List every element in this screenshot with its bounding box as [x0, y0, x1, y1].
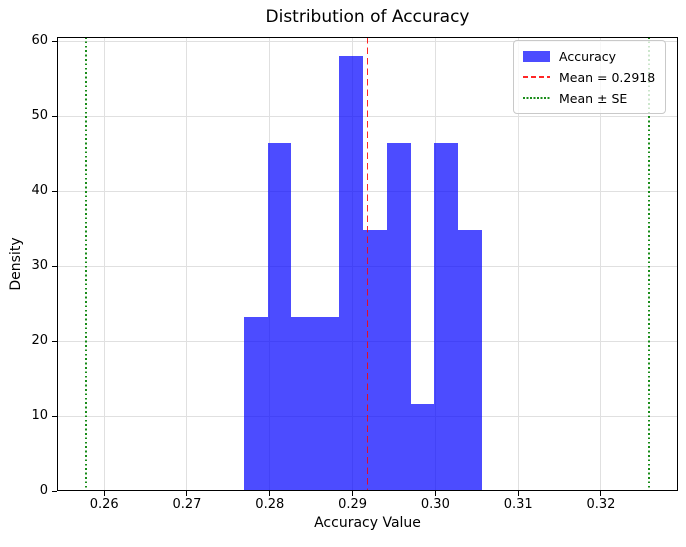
- histogram-bar: [291, 317, 316, 490]
- gridline-vertical: [600, 37, 602, 491]
- y-tick-label: 50: [31, 108, 48, 124]
- mean-line: [366, 37, 369, 491]
- se-line-lower: [85, 37, 87, 491]
- x-tick-label: 0.31: [503, 497, 533, 512]
- histogram-bar: [244, 317, 269, 490]
- y-tick-mark: [52, 40, 57, 42]
- gridline-vertical: [517, 37, 519, 491]
- y-tick-label: 0: [39, 483, 48, 498]
- y-tick-label: 10: [31, 408, 48, 424]
- gridline-vertical: [186, 37, 188, 491]
- legend-item: Accuracy: [523, 48, 655, 64]
- x-tick-label: 0.32: [586, 497, 616, 512]
- y-tick-mark: [52, 415, 57, 417]
- x-tick-mark: [600, 491, 602, 496]
- legend-item: Mean = 0.2918: [523, 69, 655, 85]
- y-tick-mark: [52, 115, 57, 117]
- dashed-line-icon: [523, 76, 550, 78]
- x-tick-mark: [517, 491, 519, 496]
- x-tick-mark: [186, 491, 188, 496]
- x-tick-label: 0.28: [255, 497, 285, 512]
- y-tick-label: 60: [31, 33, 48, 49]
- gridline-vertical: [103, 37, 105, 491]
- x-tick-label: 0.29: [338, 497, 368, 512]
- histogram-bar: [410, 404, 434, 490]
- x-tick-mark: [434, 491, 436, 496]
- x-tick-mark: [103, 491, 105, 496]
- dotted-line-icon: [523, 97, 550, 99]
- x-tick-label: 0.26: [89, 497, 119, 512]
- x-tick-mark: [269, 491, 271, 496]
- legend-item: Mean ± SE: [523, 90, 655, 106]
- y-tick-label: 20: [31, 333, 48, 349]
- histogram-bar: [315, 317, 340, 490]
- legend-label: Mean ± SE: [559, 90, 628, 106]
- y-tick-mark: [52, 490, 57, 492]
- histogram-bar: [268, 142, 292, 490]
- x-axis-label: Accuracy Value: [314, 515, 421, 531]
- se-line-upper: [648, 37, 650, 491]
- x-tick-label: 0.27: [172, 497, 202, 512]
- histogram-bar: [433, 142, 458, 490]
- y-tick-label: 40: [31, 183, 48, 199]
- legend-label: Accuracy: [559, 48, 617, 64]
- histogram-bar: [457, 230, 482, 490]
- legend: Accuracy Mean = 0.2918 Mean ± SE: [513, 40, 667, 114]
- histogram-bar: [386, 142, 411, 490]
- y-tick-mark: [52, 190, 57, 192]
- chart-title: Distribution of Accuracy: [265, 7, 470, 27]
- histogram-bar: [362, 230, 387, 490]
- y-tick-mark: [52, 265, 57, 267]
- y-tick-label: 30: [31, 258, 48, 274]
- legend-label: Mean = 0.2918: [559, 69, 656, 85]
- x-tick-mark: [352, 491, 354, 496]
- x-tick-label: 0.30: [420, 497, 450, 512]
- histogram-bar: [339, 55, 363, 490]
- y-tick-mark: [52, 340, 57, 342]
- accuracy-patch-icon: [523, 50, 550, 62]
